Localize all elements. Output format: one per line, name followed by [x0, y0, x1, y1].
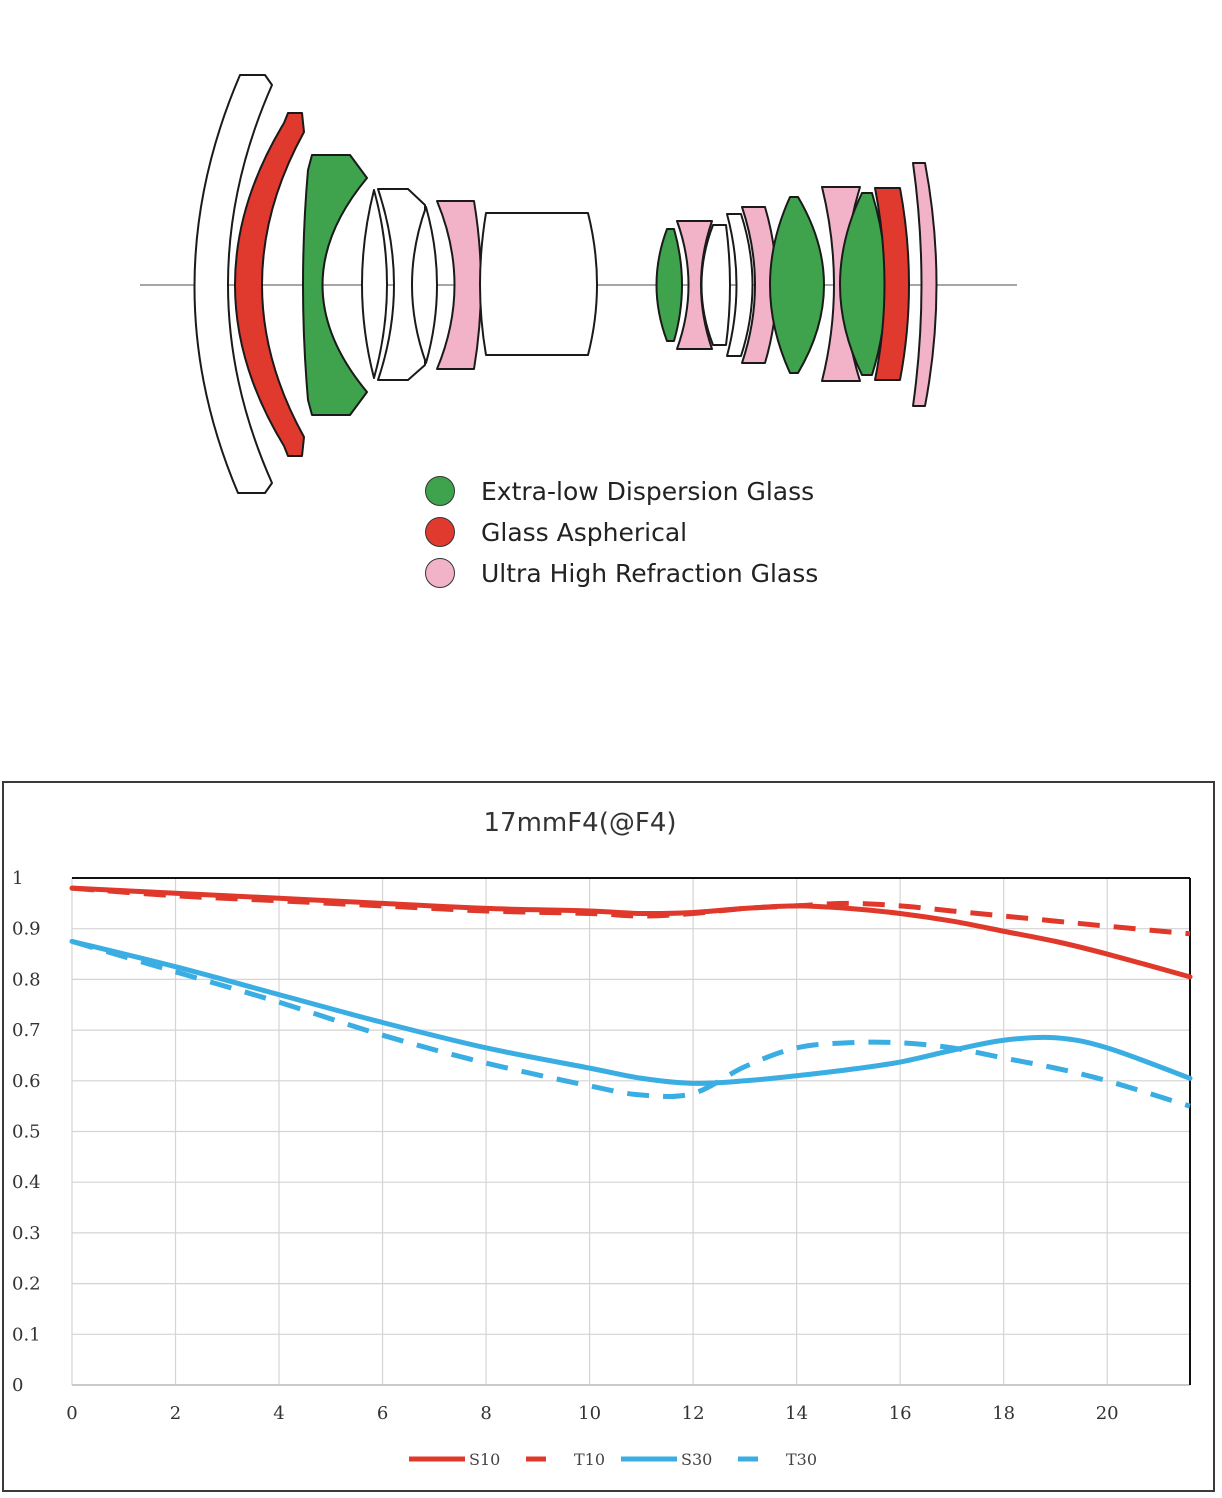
series-line-s30: [69, 938, 1193, 1086]
series-line-t30: [71, 938, 1191, 1109]
x-tick-label: 14: [785, 1403, 808, 1424]
x-tick-label: 12: [682, 1403, 705, 1424]
y-tick-label: 0.1: [12, 1324, 41, 1345]
chart-title: 17mmF4(@F4): [483, 808, 676, 838]
legend-swatch-uhr: [425, 558, 455, 588]
mtf-chart: 17mmF4(@F4) 0 0.1 0.2 0.3 0.4 0.5 0.6 0.7 0.8 0.9…: [12, 808, 1193, 1469]
legend-swatch-ed: [425, 476, 455, 506]
x-tick-label: 0: [66, 1403, 77, 1424]
lens-element-6-plain: [411, 206, 438, 364]
y-tick-label: 0.5: [12, 1122, 41, 1143]
lens-element-2-aspherical: [234, 112, 305, 457]
series-line-s10: [69, 885, 1193, 980]
legend-label-s30: S30: [681, 1450, 712, 1469]
x-tick-label: 4: [273, 1403, 284, 1424]
lens-element-17-aspherical: [874, 187, 910, 381]
lens-element-3-ed: [302, 154, 368, 416]
chart-ticks: 00.10.20.30.40.50.60.70.80.910 2 4 6 8 10 12 14…: [12, 868, 1119, 1424]
lens-element-4-plain: [361, 189, 388, 379]
y-tick-label: 0.3: [12, 1223, 41, 1244]
lens-element-5-plain: [377, 188, 426, 381]
legend-item-uhr: Ultra High Refraction Glass: [425, 555, 818, 591]
y-tick-label: 0.4: [12, 1172, 41, 1193]
legend-swatch-aspherical: [425, 517, 455, 547]
legend-label-t10: T10: [574, 1450, 605, 1469]
legend-label-s10: S10: [469, 1450, 500, 1469]
y-tick-label: 0.6: [12, 1071, 41, 1092]
y-tick-label: 0.7: [12, 1020, 41, 1041]
x-tick-label: 18: [992, 1403, 1015, 1424]
lens-element-14-ed: [769, 196, 825, 374]
x-tick-label: 10: [578, 1403, 601, 1424]
legend-label-aspherical: Glass Aspherical: [481, 517, 688, 547]
legend-item-ed: Extra-low Dispersion Glass: [425, 473, 814, 509]
x-tick-label: 16: [889, 1403, 912, 1424]
y-tick-label: 0: [12, 1375, 23, 1396]
series-line-t10: [71, 885, 1191, 937]
y-tick-label: 0.9: [12, 919, 41, 940]
y-tick-label: 0.8: [12, 969, 41, 990]
y-tick-label: 0.2: [12, 1274, 41, 1295]
lens-element-8-plain: [479, 212, 598, 356]
x-tick-label: 6: [377, 1403, 388, 1424]
chart-grid: [71, 877, 1191, 1386]
lens-element-9-ed: [655, 228, 683, 342]
legend-label-uhr: Ultra High Refraction Glass: [481, 558, 819, 588]
legend-label-t30: T30: [786, 1450, 817, 1469]
lens-element-12-plain: [726, 213, 754, 357]
lens-element-1-plain: [193, 74, 273, 494]
lens-construction-diagram: [140, 74, 1017, 494]
chart-legend: S10 T10 S30 T30: [409, 1450, 817, 1469]
x-tick-label: 20: [1096, 1403, 1119, 1424]
legend-item-aspherical: Glass Aspherical: [425, 514, 687, 550]
x-tick-label: 2: [170, 1403, 181, 1424]
lens-element-18-uhr: [912, 162, 938, 407]
chart-series: [69, 885, 1193, 1109]
y-tick-label: 1: [12, 868, 23, 889]
lens-element-11-plain: [700, 224, 731, 346]
x-tick-label: 8: [480, 1403, 491, 1424]
lens-element-7-uhr: [436, 200, 482, 370]
legend-label-ed: Extra-low Dispersion Glass: [481, 476, 815, 506]
mtf-chart-frame: 17mmF4(@F4) 0 0.1 0.2 0.3 0.4 0.5 0.6 0.7 0.8 0.9…: [2, 781, 1215, 1492]
